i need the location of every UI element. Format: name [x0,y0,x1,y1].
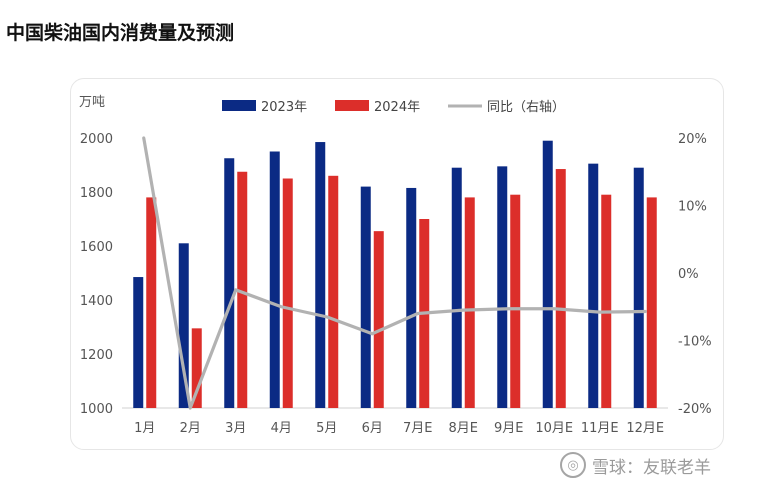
right-tick-label: 0% [678,267,699,282]
x-tick-label: 10月E [535,421,573,436]
x-tick-label: 2月 [180,421,201,436]
bar-2024 [601,194,612,408]
x-tick-label: 6月 [362,421,383,436]
bar-2023 [360,186,371,408]
x-tick-label: 1月 [134,421,155,436]
page-title: 中国柴油国内消费量及预测 [6,22,235,44]
bar-2024 [464,197,475,408]
yoy-line [142,136,647,410]
bar-2023 [542,140,553,408]
legend-label: 2023年 [261,100,307,115]
right-tick-label: -20% [678,402,712,417]
bar-2024 [646,197,657,408]
bar-2023 [315,142,326,409]
x-tick-label: 5月 [316,421,337,436]
legend-label: 同比（右轴） [487,100,565,115]
bar-2024 [373,231,384,408]
left-tick-label: 1800 [80,186,113,201]
left-tick-label: 2000 [80,132,113,147]
left-tick-label: 1200 [80,348,113,363]
x-tick-label: 4月 [271,421,292,436]
bar-2023 [633,167,644,408]
left-tick-label: 1400 [80,294,113,309]
x-tick-label: 9月E [494,421,524,436]
bar-2024 [510,194,521,408]
bar-2024 [237,171,248,408]
bar-2023 [224,158,235,408]
bar-2024 [555,169,566,408]
right-tick-label: 20% [678,132,707,147]
right-tick-label: 10% [678,200,707,215]
legend-label: 2024年 [374,100,420,115]
bar-2024 [282,178,293,408]
bar-2023 [451,167,462,408]
left-tick-label: 1000 [80,402,113,417]
left-tick-label: 1600 [80,240,113,255]
watermark-text: 雪球：友联老羊 [592,457,711,478]
x-tick-label: 3月 [225,421,246,436]
bar-2023 [406,187,417,408]
bar-2023 [133,277,144,408]
bar-2024 [328,175,339,408]
legend-swatch [222,100,256,111]
bar-2024 [146,197,157,408]
x-tick-label: 7月E [403,421,433,436]
bar-2023 [497,166,508,408]
x-tick-label: 11月E [581,421,619,436]
x-tick-label: 8月E [449,421,479,436]
xueqiu-logo-icon: ◎ [560,452,586,478]
bar-2023 [178,243,189,408]
x-tick-label: 12月E [626,421,664,436]
right-tick-label: -10% [678,335,712,350]
bar-2023 [269,151,280,408]
watermark: ◎ 雪球：友联老羊 [560,452,711,478]
legend-swatch [335,100,369,111]
y-unit-label: 万吨 [79,95,105,110]
bar-2024 [191,328,202,408]
bar-2023 [588,163,599,408]
